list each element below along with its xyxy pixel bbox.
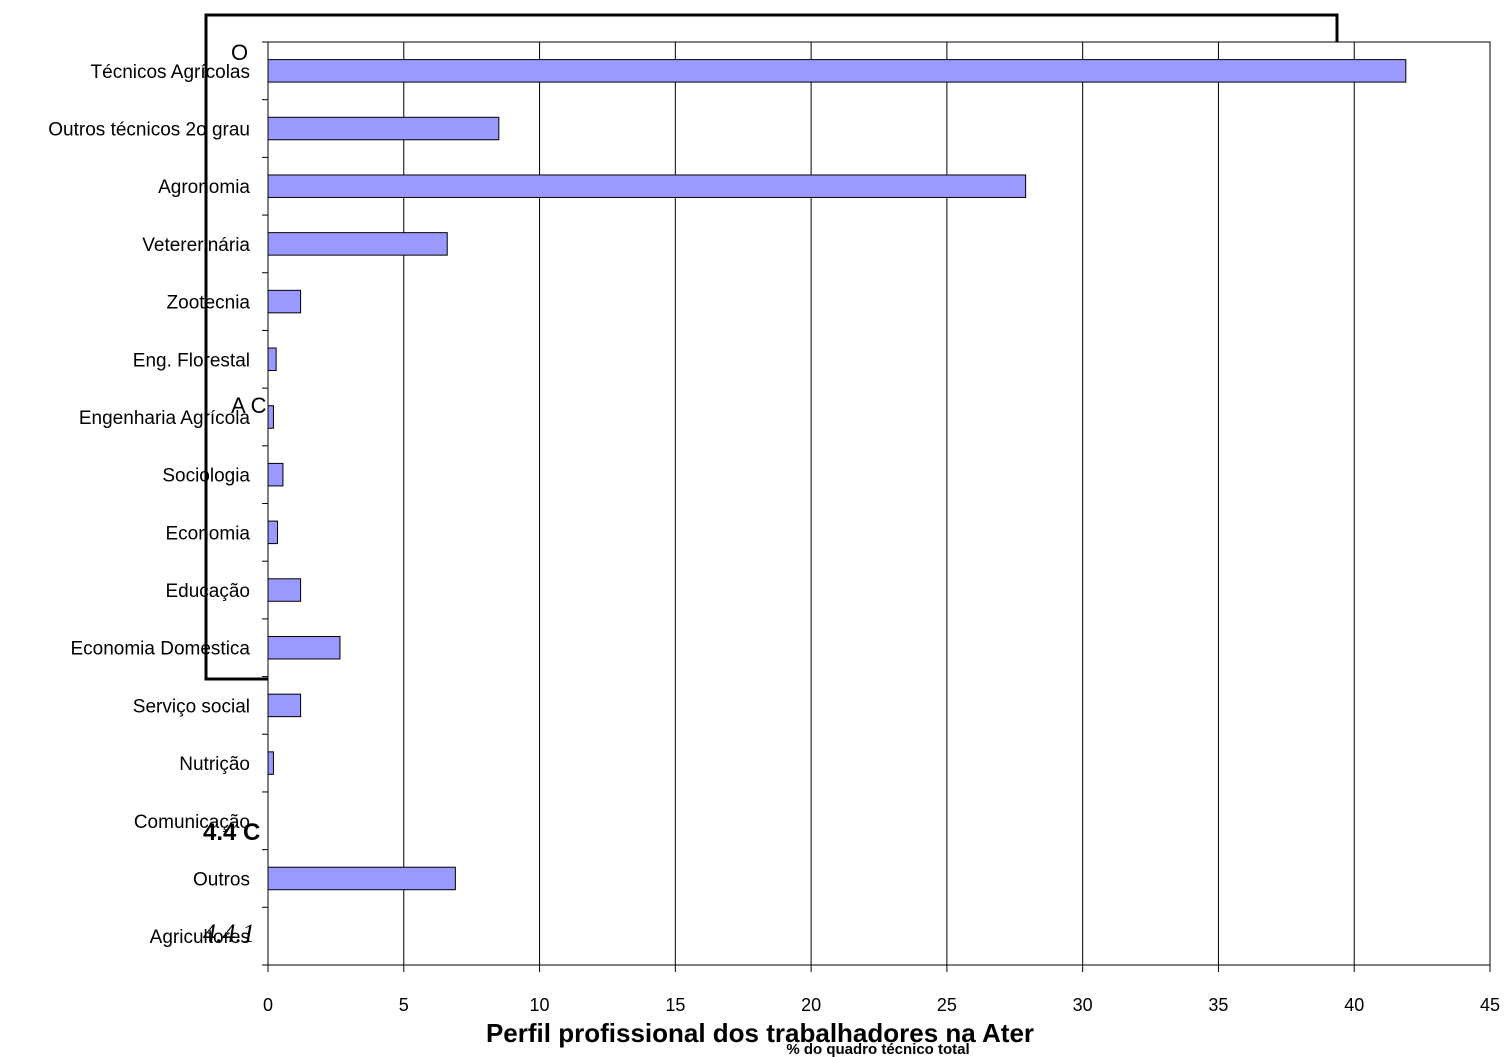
overlay-a-text: A C bbox=[231, 393, 267, 418]
category-label: Agricultores bbox=[150, 927, 250, 948]
bar bbox=[267, 578, 302, 602]
bar bbox=[267, 405, 274, 429]
category-label: Eng. Florestal bbox=[133, 350, 250, 371]
chart-title: Perfil profissional dos trabalhadores na… bbox=[486, 1018, 1034, 1048]
overlay-section-heading: 4.4 C bbox=[203, 819, 260, 846]
bar bbox=[267, 635, 341, 660]
axes bbox=[262, 41, 1491, 972]
x-tick-label: 20 bbox=[801, 995, 821, 1015]
bar bbox=[267, 462, 284, 487]
x-tick-labels: 0 5 10 15 20 25 30 35 40 45 bbox=[263, 995, 1500, 1015]
category-label: Economia Domestica bbox=[70, 639, 250, 660]
category-label: Outros bbox=[193, 869, 250, 890]
category-labels: Técnicos Agrícolas Outros técnicos 2o gra… bbox=[48, 62, 250, 948]
category-label: Outros técnicos 2o grau bbox=[48, 120, 250, 141]
category-label: Serviço social bbox=[133, 696, 250, 717]
bar bbox=[267, 751, 274, 775]
overlay-letter-o: O bbox=[231, 40, 248, 65]
category-label: Agronomia bbox=[158, 177, 250, 198]
category-label: Zootecnia bbox=[167, 293, 251, 314]
category-label: Nutrição bbox=[179, 754, 250, 775]
bar bbox=[267, 174, 1027, 198]
category-label: Vetererinária bbox=[142, 235, 250, 256]
overlay-subsection-heading: 4.4.1 bbox=[203, 919, 255, 948]
x-tick-label: 25 bbox=[937, 995, 957, 1015]
bar bbox=[267, 693, 302, 718]
x-tick-label: 15 bbox=[665, 995, 685, 1015]
bar bbox=[267, 59, 1407, 83]
category-label: Engenharia Agrícola bbox=[79, 408, 251, 429]
category-label: Educação bbox=[165, 581, 250, 602]
bar bbox=[267, 232, 448, 256]
category-label: Sociologia bbox=[162, 466, 250, 487]
category-label: Técnicos Agrícolas bbox=[91, 62, 250, 83]
bar bbox=[267, 116, 500, 141]
bar bbox=[267, 866, 456, 891]
category-label: Comunicação bbox=[134, 812, 250, 833]
x-tick-label: 35 bbox=[1208, 995, 1228, 1015]
bar bbox=[267, 347, 277, 372]
x-tick-label: 10 bbox=[530, 995, 550, 1015]
bar bbox=[267, 289, 302, 314]
category-label: Economia bbox=[166, 523, 251, 544]
x-tick-label: 45 bbox=[1480, 995, 1500, 1015]
x-tick-label: 30 bbox=[1073, 995, 1093, 1015]
bars bbox=[267, 59, 1407, 891]
bar bbox=[267, 520, 279, 545]
x-tick-label: 40 bbox=[1344, 995, 1364, 1015]
x-tick-label: 5 bbox=[399, 995, 409, 1015]
x-axis-label: % do quadro técnico total bbox=[786, 1041, 969, 1057]
x-tick-label: 0 bbox=[263, 995, 273, 1015]
